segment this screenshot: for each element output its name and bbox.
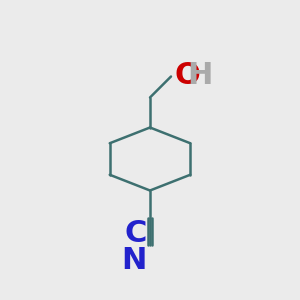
Text: N: N <box>121 246 146 275</box>
Text: O: O <box>175 61 200 89</box>
Text: H: H <box>188 61 213 89</box>
Text: C: C <box>124 219 146 248</box>
